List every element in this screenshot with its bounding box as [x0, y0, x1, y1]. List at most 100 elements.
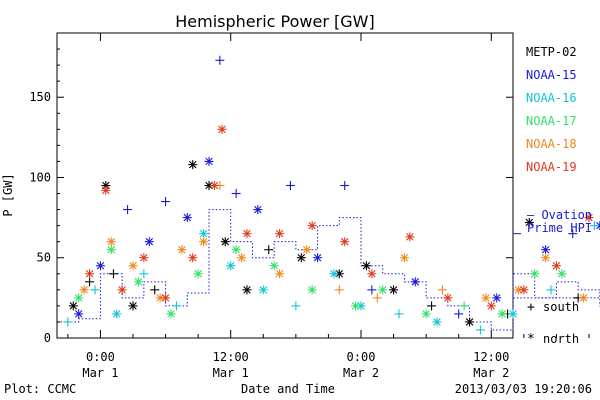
point-metp02-north — [220, 237, 230, 247]
point-noaa16-south — [139, 269, 149, 279]
point-noaa16-south — [291, 301, 301, 311]
point-noaa17-north — [166, 309, 176, 319]
point-metp02-north — [465, 317, 475, 327]
point-noaa16-north — [112, 309, 122, 319]
y-tick-label: 0 — [44, 331, 51, 345]
point-metp02-north — [296, 253, 306, 263]
point-noaa17-north — [193, 269, 203, 279]
legend-north-symbol: * — [527, 332, 535, 347]
y-tick-label: 100 — [29, 170, 51, 184]
point-noaa15-north — [253, 205, 263, 215]
legend-item-noaa16: NOAA-16 — [526, 91, 577, 105]
legend-ovation-line1: – Ovation — [527, 208, 592, 222]
point-metp02-south — [264, 245, 274, 255]
point-noaa17-north — [74, 293, 84, 303]
point-noaa17-north — [269, 261, 279, 271]
point-noaa17-north — [106, 245, 116, 255]
point-noaa15-north — [204, 156, 214, 166]
point-noaa15-south — [454, 309, 464, 319]
point-noaa16-south — [63, 317, 73, 327]
point-noaa17-south — [459, 301, 469, 311]
point-noaa19-north — [405, 232, 415, 242]
y-tick-label: 50 — [37, 251, 51, 265]
point-metp02-south — [150, 285, 160, 295]
plot-timestamp: 2013/03/03 19:20:06 — [455, 382, 592, 396]
point-metp02-south — [108, 269, 118, 279]
ovation-hpi-path — [57, 209, 600, 331]
point-noaa18-north — [579, 293, 589, 303]
point-noaa19-north — [242, 229, 252, 239]
point-noaa15-north — [492, 293, 502, 303]
y-tick-label: 150 — [29, 90, 51, 104]
point-noaa18-north — [481, 293, 491, 303]
point-noaa19-north — [275, 229, 285, 239]
legend-item-noaa19: NOAA-19 — [526, 160, 577, 174]
point-noaa16-north — [199, 229, 209, 239]
point-noaa16-south — [171, 301, 181, 311]
point-noaa18-north — [128, 261, 138, 271]
point-noaa15-south — [231, 189, 241, 199]
point-metp02-south — [427, 301, 437, 311]
point-noaa15-south — [161, 197, 171, 207]
legend: METP-02 NOAA-15 NOAA-16 NOAA-17 NOAA-18 … — [526, 45, 592, 347]
point-noaa19-north — [85, 269, 95, 279]
point-metp02-north — [204, 181, 214, 190]
x-tick-label-time: 0:00 — [347, 350, 376, 364]
point-noaa15-south — [215, 55, 225, 65]
point-metp02-north — [128, 301, 138, 311]
point-noaa17-north — [497, 309, 507, 319]
legend-item-noaa17: NOAA-17 — [526, 114, 577, 128]
legend-north-label: north — [543, 332, 579, 346]
point-noaa19-north — [188, 253, 198, 263]
legend-south-label: south — [543, 300, 579, 314]
point-noaa18-south — [334, 285, 344, 295]
point-noaa15-north — [74, 309, 84, 319]
point-noaa18-north — [237, 253, 247, 263]
x-tick-label-day: Mar 1 — [82, 366, 118, 380]
point-noaa19-north — [209, 181, 219, 190]
point-noaa15-north — [541, 245, 551, 255]
point-noaa19-north — [101, 185, 111, 195]
x-tick-label-day: Mar 2 — [343, 366, 379, 380]
point-noaa18-north — [177, 245, 187, 255]
point-noaa17-north — [530, 269, 540, 279]
plot-frame — [56, 32, 514, 339]
point-noaa15-north — [95, 261, 105, 271]
point-metp02-north — [68, 301, 78, 311]
point-noaa16-south — [475, 325, 485, 335]
point-noaa19-north — [584, 213, 594, 223]
point-noaa18-north — [275, 269, 285, 279]
point-noaa16-south — [589, 221, 599, 231]
point-noaa18-north — [106, 237, 116, 247]
point-noaa17-north — [351, 301, 361, 311]
plot-credit: Plot: CCMC — [4, 382, 76, 396]
point-noaa15-north — [313, 253, 323, 263]
point-noaa19-north — [117, 285, 127, 295]
legend-ovation-line2: Prime HPI — [527, 221, 592, 235]
chart-title: Hemispheric Power [GW] — [175, 12, 374, 31]
point-metp02-north — [389, 285, 399, 295]
legend-item-metp02: METP-02 — [526, 45, 577, 59]
point-noaa19-north — [519, 285, 529, 295]
data-marks — [63, 55, 600, 335]
point-noaa16-north — [329, 269, 339, 279]
point-noaa16-south — [90, 285, 100, 295]
point-noaa18-south — [372, 293, 382, 303]
point-noaa19-north — [486, 301, 496, 311]
ovation-hpi-line — [57, 209, 600, 331]
point-metp02-north — [188, 160, 198, 170]
point-noaa18-north — [199, 237, 209, 247]
legend-item-noaa15: NOAA-15 — [526, 68, 577, 82]
x-axis-label: Date and Time — [241, 382, 335, 396]
legend-south-symbol: + — [527, 300, 535, 315]
point-noaa18-south — [437, 285, 447, 295]
point-noaa19-north — [307, 221, 317, 231]
point-metp02-south — [85, 277, 95, 287]
point-noaa18-north — [541, 253, 551, 263]
y-axis-label: P [GW] — [1, 173, 15, 216]
point-noaa19-north — [217, 124, 227, 134]
point-noaa15-south — [123, 205, 133, 215]
point-noaa19-north — [161, 293, 171, 303]
point-noaa17-north — [133, 277, 143, 287]
point-metp02-north — [361, 261, 371, 271]
